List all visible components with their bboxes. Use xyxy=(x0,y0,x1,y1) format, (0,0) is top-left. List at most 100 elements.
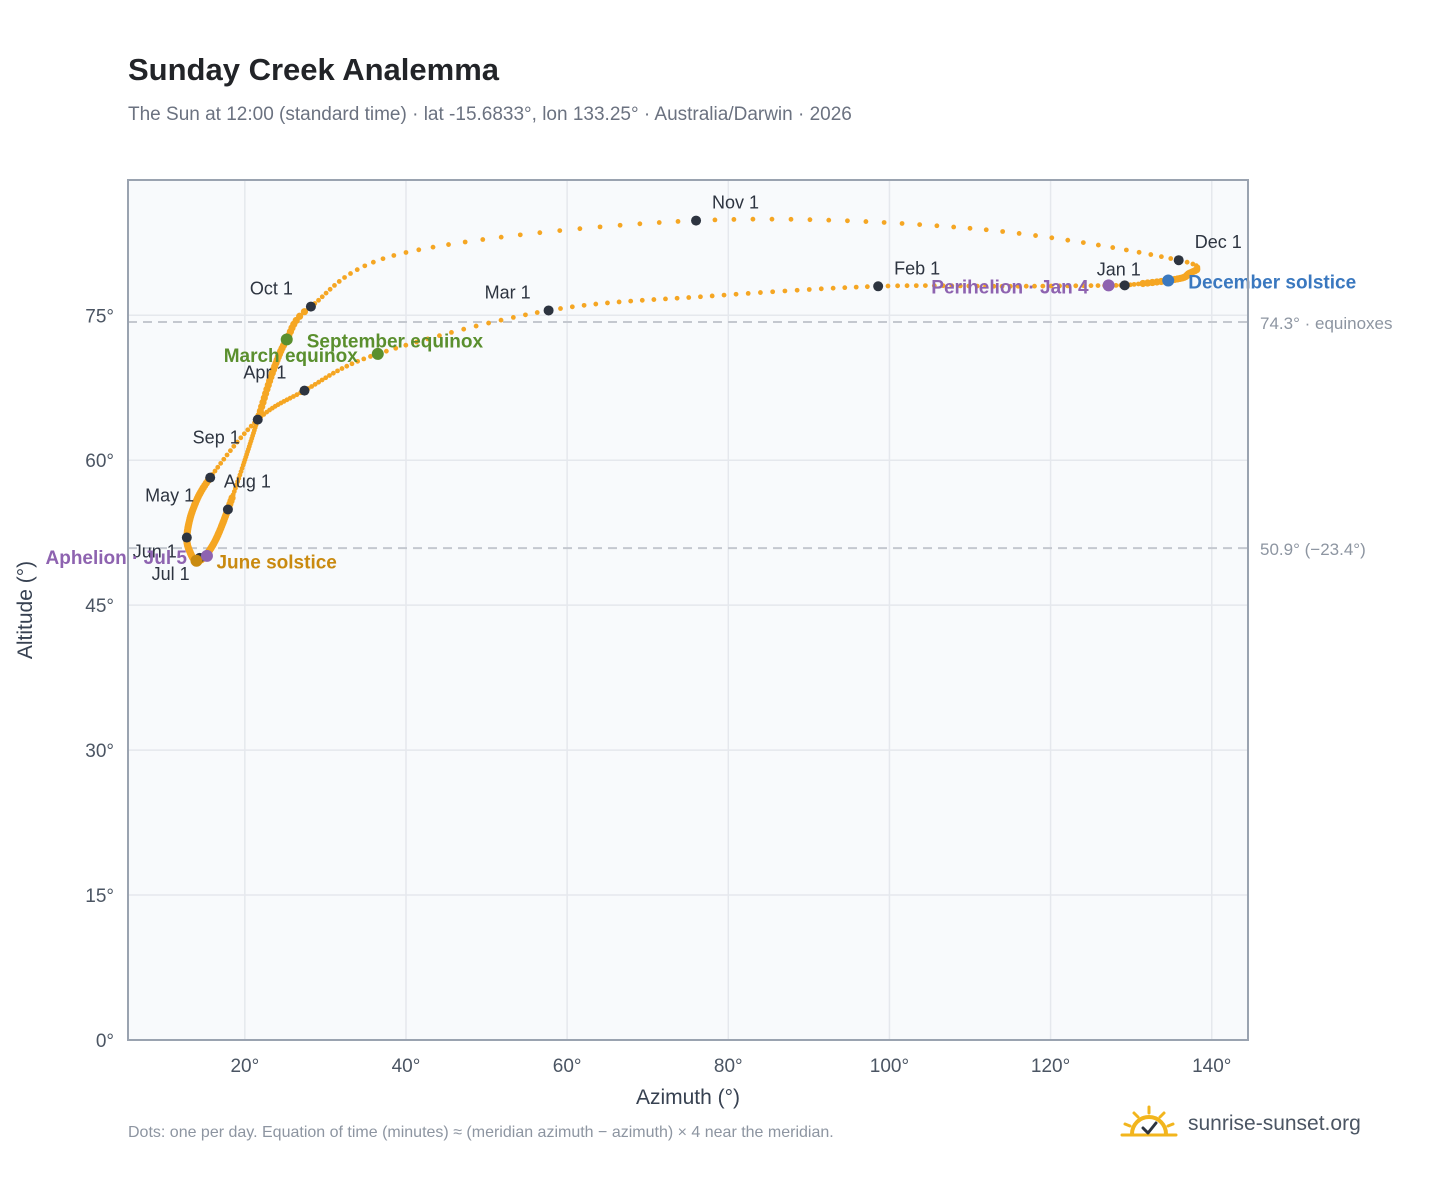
daily-point xyxy=(842,285,848,291)
reference-line-label: 50.9° (−23.4°) xyxy=(1260,540,1366,559)
daily-point xyxy=(534,310,540,315)
daily-point xyxy=(1158,254,1164,260)
y-tick-label: 75° xyxy=(85,306,114,327)
daily-point xyxy=(1040,283,1046,289)
month-marker-nov xyxy=(691,215,702,226)
daily-point xyxy=(449,330,454,335)
daily-point xyxy=(577,226,583,232)
daily-point xyxy=(215,464,221,470)
daily-point xyxy=(830,285,836,291)
daily-point xyxy=(1184,259,1190,265)
daily-point xyxy=(462,239,468,245)
daily-point xyxy=(355,358,361,364)
daily-point xyxy=(605,300,610,306)
x-tick-label: 20° xyxy=(230,1056,259,1077)
daily-point xyxy=(1110,245,1116,250)
plot-area xyxy=(128,180,1248,1040)
daily-point xyxy=(1065,283,1071,289)
daily-point xyxy=(316,379,322,385)
daily-point xyxy=(745,290,751,296)
y-tick-label: 15° xyxy=(85,886,114,907)
sun-logo-icon xyxy=(1120,1105,1178,1137)
daily-point xyxy=(663,296,668,302)
daily-point xyxy=(864,284,870,290)
month-marker-aug xyxy=(222,504,233,515)
daily-point xyxy=(949,283,955,289)
daily-point xyxy=(769,216,775,222)
daily-point xyxy=(344,363,350,369)
month-marker-label: Feb 1 xyxy=(894,258,940,278)
daily-point xyxy=(361,356,367,362)
month-marker-label: Nov 1 xyxy=(712,193,759,213)
grid xyxy=(128,180,1248,1041)
y-tick-label: 45° xyxy=(85,596,114,617)
daily-point xyxy=(430,244,436,250)
daily-point xyxy=(1007,283,1013,289)
reference-lines: 74.3° · equinoxes 50.9° (−23.4°) xyxy=(128,314,1393,559)
daily-point xyxy=(698,294,703,300)
daily-point xyxy=(238,435,244,441)
daily-point xyxy=(922,283,928,289)
daily-point xyxy=(853,284,859,290)
event-label: Perihelion · Jan 4 xyxy=(931,277,1089,298)
month-marker-label: May 1 xyxy=(145,486,194,506)
daily-point xyxy=(675,219,681,224)
daily-point xyxy=(931,283,937,289)
daily-point xyxy=(380,256,386,262)
month-marker-jun xyxy=(181,532,192,543)
perihelion-marker xyxy=(1102,279,1115,292)
brand[interactable]: sunrise-sunset.org xyxy=(1120,1100,1361,1148)
daily-point xyxy=(391,253,397,258)
y-tick-label: 60° xyxy=(85,451,114,472)
daily-point xyxy=(403,342,409,348)
daily-point xyxy=(327,286,333,292)
daily-point xyxy=(332,283,337,288)
event-label: December solstice xyxy=(1188,272,1356,293)
daily-point xyxy=(934,223,940,229)
daily-point xyxy=(1073,283,1079,289)
daily-point xyxy=(651,297,657,302)
daily-point xyxy=(342,275,347,280)
daily-point xyxy=(974,283,980,289)
daily-point xyxy=(1095,283,1101,288)
daily-point xyxy=(999,283,1005,289)
daily-point xyxy=(1136,249,1142,255)
daily-point xyxy=(537,230,543,236)
daily-point xyxy=(794,287,800,293)
x-tick-label: 140° xyxy=(1192,1056,1231,1077)
daily-point xyxy=(1049,235,1055,241)
daily-point xyxy=(895,283,901,289)
month-marker-sep xyxy=(252,414,263,425)
daily-point xyxy=(354,267,360,273)
daily-point xyxy=(1033,233,1038,238)
month-marker-may xyxy=(205,472,216,483)
daily-point xyxy=(899,221,905,226)
daily-point xyxy=(1088,283,1094,289)
daily-point xyxy=(393,345,399,351)
daily-point xyxy=(885,283,891,289)
daily-point xyxy=(461,326,467,332)
daily-point xyxy=(966,283,972,289)
daily-point xyxy=(863,219,869,224)
daily-point xyxy=(296,312,304,320)
daily-point xyxy=(758,290,763,295)
month-marker-dec xyxy=(1173,255,1184,266)
march-equinox-marker xyxy=(371,347,384,360)
month-marker-label: Jul 1 xyxy=(152,564,190,584)
daily-point xyxy=(731,217,737,222)
daily-point xyxy=(917,222,923,227)
daily-point xyxy=(1148,252,1154,257)
september-equinox-marker xyxy=(280,333,293,346)
chart-title: Sunday Creek Analemma xyxy=(128,52,500,87)
daily-point xyxy=(1016,231,1022,236)
daily-point xyxy=(368,354,373,359)
daily-point xyxy=(245,427,251,433)
daily-point xyxy=(446,242,451,247)
daily-point xyxy=(473,323,479,329)
month-marker-label: Apr 1 xyxy=(243,363,286,383)
daily-point xyxy=(212,468,218,474)
daily-point xyxy=(712,217,718,223)
daily-point xyxy=(1065,237,1071,243)
